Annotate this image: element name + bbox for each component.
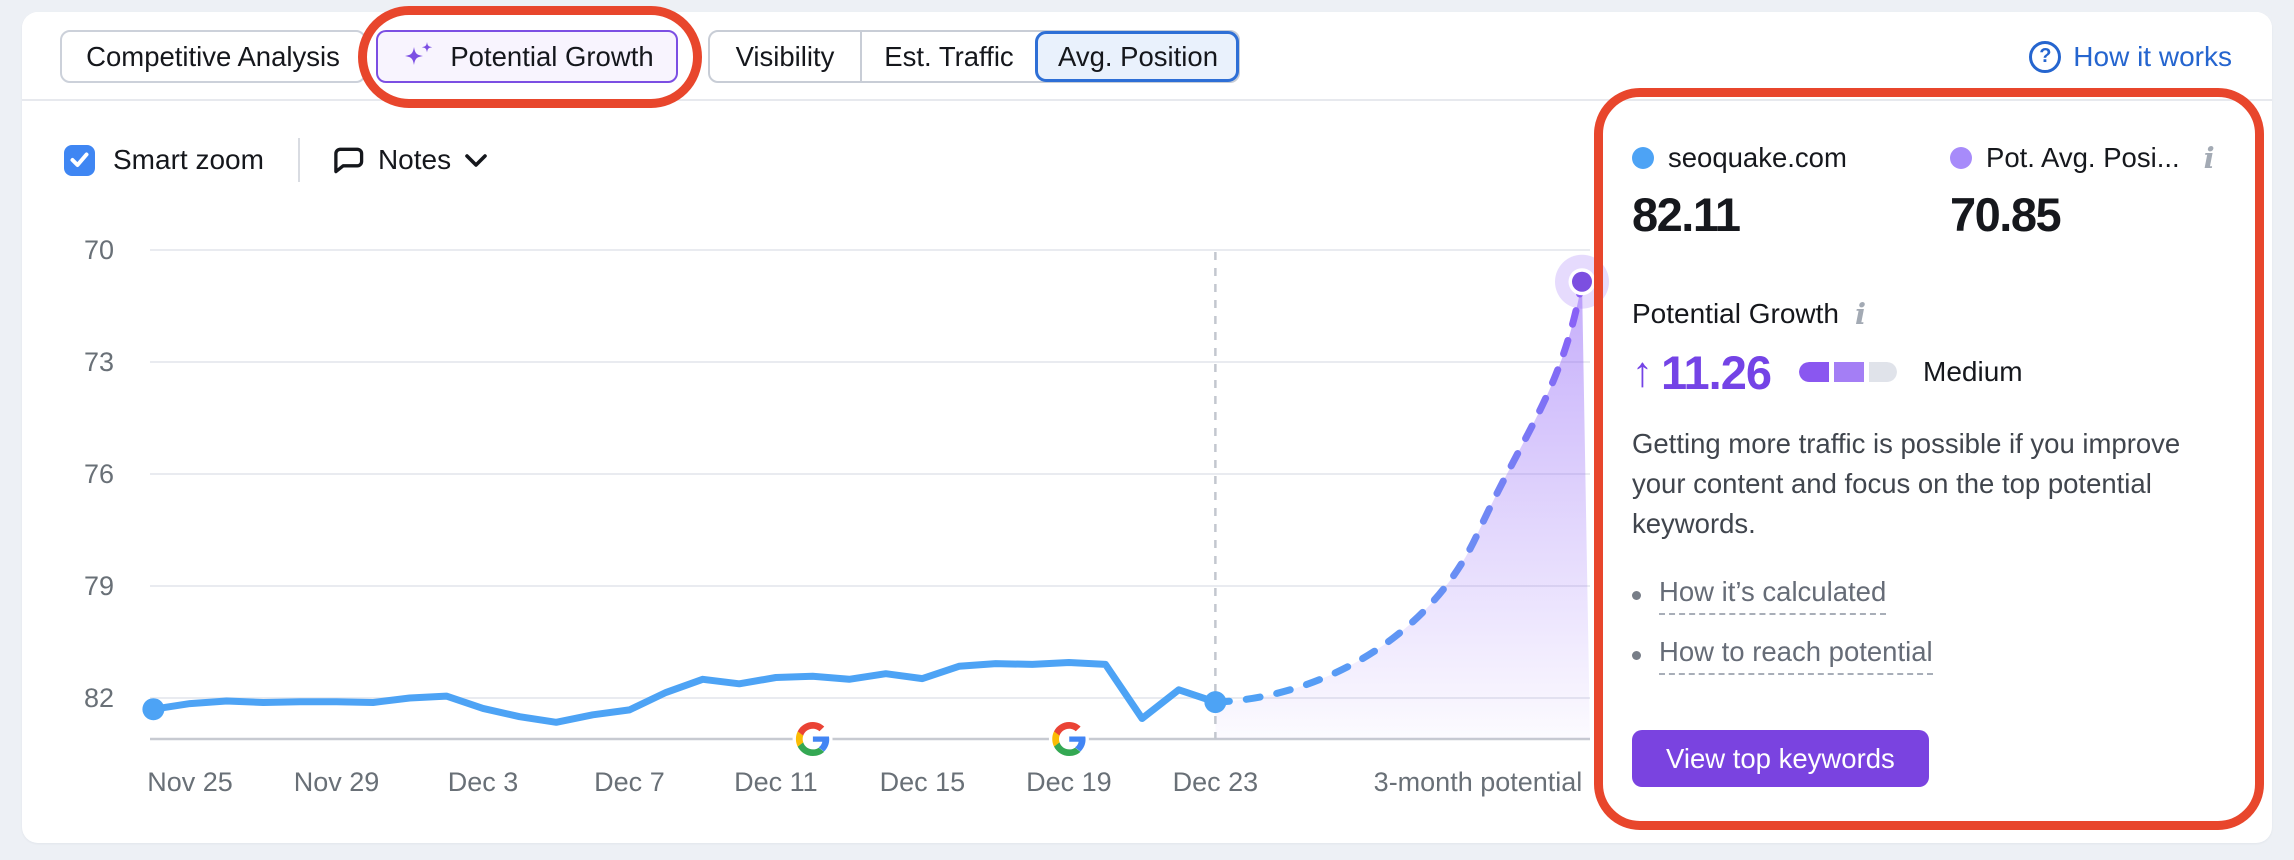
question-circle-icon: ? bbox=[2029, 40, 2062, 73]
potential-projection-line bbox=[1211, 278, 1586, 706]
growth-level-label: Medium bbox=[1923, 356, 2023, 387]
x-axis-label: Dec 19 bbox=[1026, 767, 1112, 797]
how-its-calculated-link[interactable]: How it’s calculated bbox=[1659, 576, 1887, 615]
bullet-icon bbox=[1632, 650, 1641, 660]
info-icon[interactable]: i bbox=[1855, 296, 1867, 331]
sparkles-icon bbox=[400, 39, 436, 75]
chart-header: Smart zoom Notes bbox=[64, 138, 488, 182]
notes-label: Notes bbox=[377, 144, 452, 175]
help-links: How it’s calculated How to reach potenti… bbox=[1632, 576, 2238, 675]
legend-potential: Pot. Avg. Posi... i 70.85 bbox=[1950, 142, 2238, 242]
y-axis-label: 70 bbox=[84, 235, 114, 265]
up-arrow-icon: ↑ bbox=[1632, 348, 1653, 395]
y-axis-label: 73 bbox=[84, 347, 114, 377]
y-axis-label: 82 bbox=[84, 683, 114, 713]
how-to-reach-potential-link[interactable]: How to reach potential bbox=[1659, 636, 1933, 675]
site-series-dot bbox=[1632, 147, 1654, 169]
bullet-icon bbox=[1632, 590, 1641, 600]
vertical-separator bbox=[297, 138, 300, 182]
series-first-point[interactable] bbox=[142, 698, 165, 721]
smart-zoom-checkbox[interactable] bbox=[64, 144, 95, 176]
tab-avg-position[interactable]: Avg. Position bbox=[1035, 31, 1239, 82]
potential-point[interactable] bbox=[1572, 271, 1592, 292]
tab-est-traffic[interactable]: Est. Traffic bbox=[860, 32, 1036, 81]
growth-level-meter bbox=[1799, 362, 1898, 382]
tab-visibility[interactable]: Visibility bbox=[710, 32, 860, 81]
potential-value: 70.85 bbox=[1950, 188, 2062, 241]
growth-value: 11.26 bbox=[1661, 345, 1772, 399]
view-top-keywords-button[interactable]: View top keywords bbox=[1632, 730, 1929, 787]
x-axis-label: Dec 11 bbox=[734, 767, 818, 797]
metric-segmented-control: Visibility Est. Traffic Avg. Position bbox=[708, 30, 1240, 83]
x-axis-label-potential: 3-month potential bbox=[1374, 767, 1583, 797]
y-axis-label: 76 bbox=[84, 459, 114, 489]
potential-growth-card: Competitive Analysis Potential Growth Vi… bbox=[22, 6, 2272, 843]
potential-name: Pot. Avg. Posi... bbox=[1986, 142, 2180, 173]
x-axis-label: Dec 15 bbox=[880, 767, 966, 797]
how-it-works-label: How it works bbox=[2073, 40, 2232, 72]
site-current-value: 82.11 bbox=[1632, 188, 1741, 241]
chart-legend: seoquake.com 82.11 Pot. Avg. Posi... i 7… bbox=[1632, 142, 2238, 242]
side-panel: seoquake.com 82.11 Pot. Avg. Posi... i 7… bbox=[1632, 142, 2238, 787]
potential-series-dot bbox=[1950, 147, 1972, 169]
x-axis-label: Dec 7 bbox=[594, 767, 665, 797]
y-axis-label: 79 bbox=[84, 571, 114, 601]
competitive-analysis-button[interactable]: Competitive Analysis bbox=[60, 30, 366, 83]
series-last-point[interactable] bbox=[1204, 691, 1227, 714]
comment-bubble-icon bbox=[334, 147, 364, 174]
site-name: seoquake.com bbox=[1668, 142, 1847, 173]
potential-growth-label: Potential Growth bbox=[450, 40, 654, 72]
list-item: How it’s calculated bbox=[1632, 576, 2238, 615]
chevron-down-icon bbox=[465, 153, 487, 167]
series-line-seoquake[interactable] bbox=[149, 659, 1219, 726]
potential-growth-section-label: Potential Growth bbox=[1632, 298, 1839, 329]
how-it-works-link[interactable]: ? How it works bbox=[2029, 30, 2232, 83]
notes-button[interactable]: Notes bbox=[332, 144, 488, 176]
growth-description: Getting more traffic is possible if you … bbox=[1632, 428, 2181, 539]
checkmark-icon bbox=[70, 152, 89, 167]
toolbar: Competitive Analysis Potential Growth Vi… bbox=[22, 12, 2272, 101]
legend-site: seoquake.com 82.11 bbox=[1632, 142, 1950, 242]
avg-position-chart: 70 73 76 79 82 Nov 25 Nov 29 Dec 3 Dec 7 Dec 11 De… bbox=[84, 235, 1609, 797]
list-item: How to reach potential bbox=[1632, 636, 2238, 675]
info-icon[interactable]: i bbox=[2203, 140, 2215, 175]
potential-projection-area bbox=[1215, 281, 1590, 739]
x-axis-label: Nov 25 bbox=[147, 767, 233, 797]
x-axis-label: Nov 29 bbox=[294, 767, 380, 797]
x-axis-label: Dec 3 bbox=[448, 767, 519, 797]
x-axis-label: Dec 23 bbox=[1173, 767, 1259, 797]
smart-zoom-label: Smart zoom bbox=[113, 144, 264, 175]
potential-growth-button[interactable]: Potential Growth bbox=[376, 30, 678, 83]
